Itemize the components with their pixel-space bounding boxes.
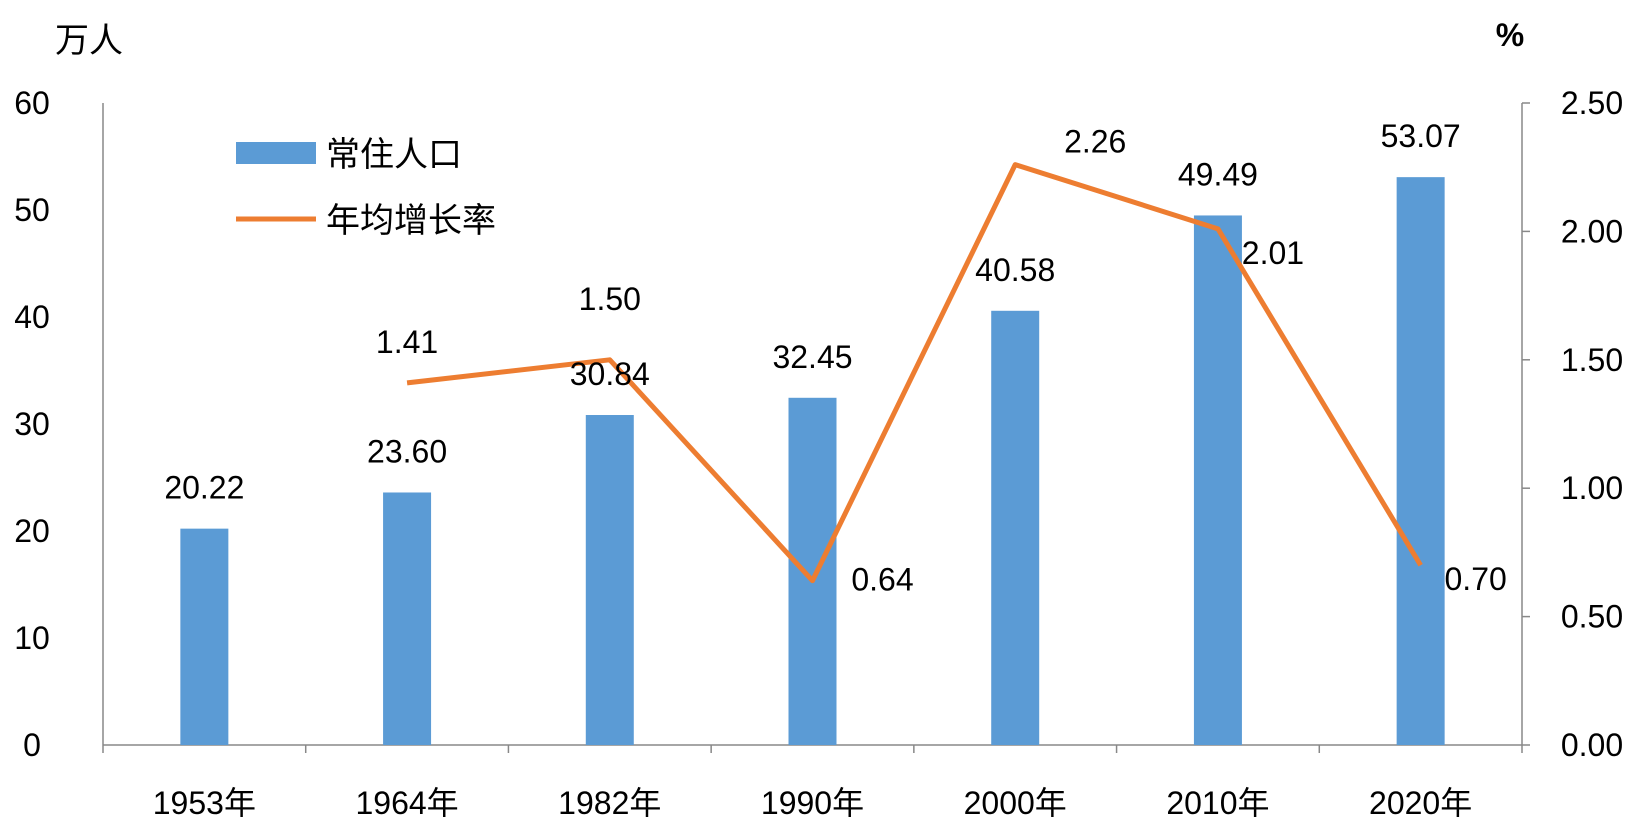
- legend-swatch-population: [236, 142, 316, 164]
- left-tick-label: 50: [14, 192, 50, 228]
- population-bar: [788, 397, 837, 745]
- left-tick-label: 30: [14, 406, 50, 442]
- population-bar: [585, 415, 634, 745]
- population-data-labels: 20.22 23.60 30.84 32.45 40.58 49.49 53.07: [164, 118, 1460, 505]
- x-tick-label: 1990年: [761, 785, 864, 821]
- growth-rate-data-label: 0.64: [851, 562, 913, 598]
- x-tick-label: 1982年: [558, 785, 661, 821]
- growth-rate-line: [406, 162, 1423, 584]
- legend-label-growth-rate: 年均增长率: [326, 202, 496, 240]
- x-tick-label: 2020年: [1369, 785, 1472, 821]
- population-data-label: 40.58: [975, 252, 1055, 288]
- population-data-label: 32.45: [772, 339, 852, 375]
- right-axis-ticks: 0.00 0.50 1.00 1.50 2.00 2.50: [1522, 85, 1623, 763]
- growth-rate-data-label: 2.01: [1242, 235, 1304, 271]
- left-tick-label: 10: [14, 620, 50, 656]
- left-tick-label: 20: [14, 513, 50, 549]
- growth-rate-data-labels: 1.41 1.50 0.64 2.26 2.01 0.70: [376, 124, 1507, 598]
- x-tick-label: 1953年: [153, 785, 256, 821]
- right-axis-unit: %: [1496, 17, 1524, 53]
- growth-rate-polyline: [406, 162, 1423, 584]
- right-tick-label: 0.00: [1561, 727, 1623, 763]
- growth-rate-data-label: 1.41: [376, 324, 438, 360]
- population-bar: [383, 492, 432, 745]
- population-bar: [180, 528, 229, 745]
- right-tick-label: 1.50: [1561, 342, 1623, 378]
- population-bars: [180, 177, 1445, 745]
- x-tick-label: 1964年: [355, 785, 458, 821]
- growth-rate-data-label: 0.70: [1445, 561, 1507, 597]
- growth-rate-data-label: 1.50: [579, 281, 641, 317]
- population-data-label: 49.49: [1178, 156, 1258, 192]
- population-data-label: 23.60: [367, 433, 447, 469]
- right-tick-label: 1.00: [1561, 470, 1623, 506]
- population-bar: [991, 310, 1040, 745]
- legend: 常住人口 年均增长率: [236, 136, 496, 240]
- x-tick-label: 2000年: [964, 785, 1067, 821]
- left-axis-ticks: 0 10 20 30 40 50 60: [14, 85, 50, 763]
- population-bar: [1193, 215, 1242, 745]
- x-axis-ticks: 1953年 1964年 1982年 1990年 2000年 2010年 2020年: [102, 745, 1523, 821]
- left-axis-unit: 万人: [55, 22, 123, 60]
- right-tick-label: 2.50: [1561, 85, 1623, 121]
- left-tick-label: 40: [14, 299, 50, 335]
- population-data-label: 20.22: [164, 470, 244, 506]
- right-tick-label: 0.50: [1561, 599, 1623, 635]
- left-tick-label: 0: [23, 727, 41, 763]
- population-bar: [1396, 177, 1445, 745]
- right-tick-label: 2.00: [1561, 213, 1623, 249]
- growth-rate-data-label: 2.26: [1064, 124, 1126, 160]
- legend-label-population: 常住人口: [326, 136, 462, 174]
- population-data-label: 30.84: [570, 356, 650, 392]
- population-data-label: 53.07: [1381, 118, 1461, 154]
- left-tick-label: 60: [14, 85, 50, 121]
- x-tick-label: 2010年: [1166, 785, 1269, 821]
